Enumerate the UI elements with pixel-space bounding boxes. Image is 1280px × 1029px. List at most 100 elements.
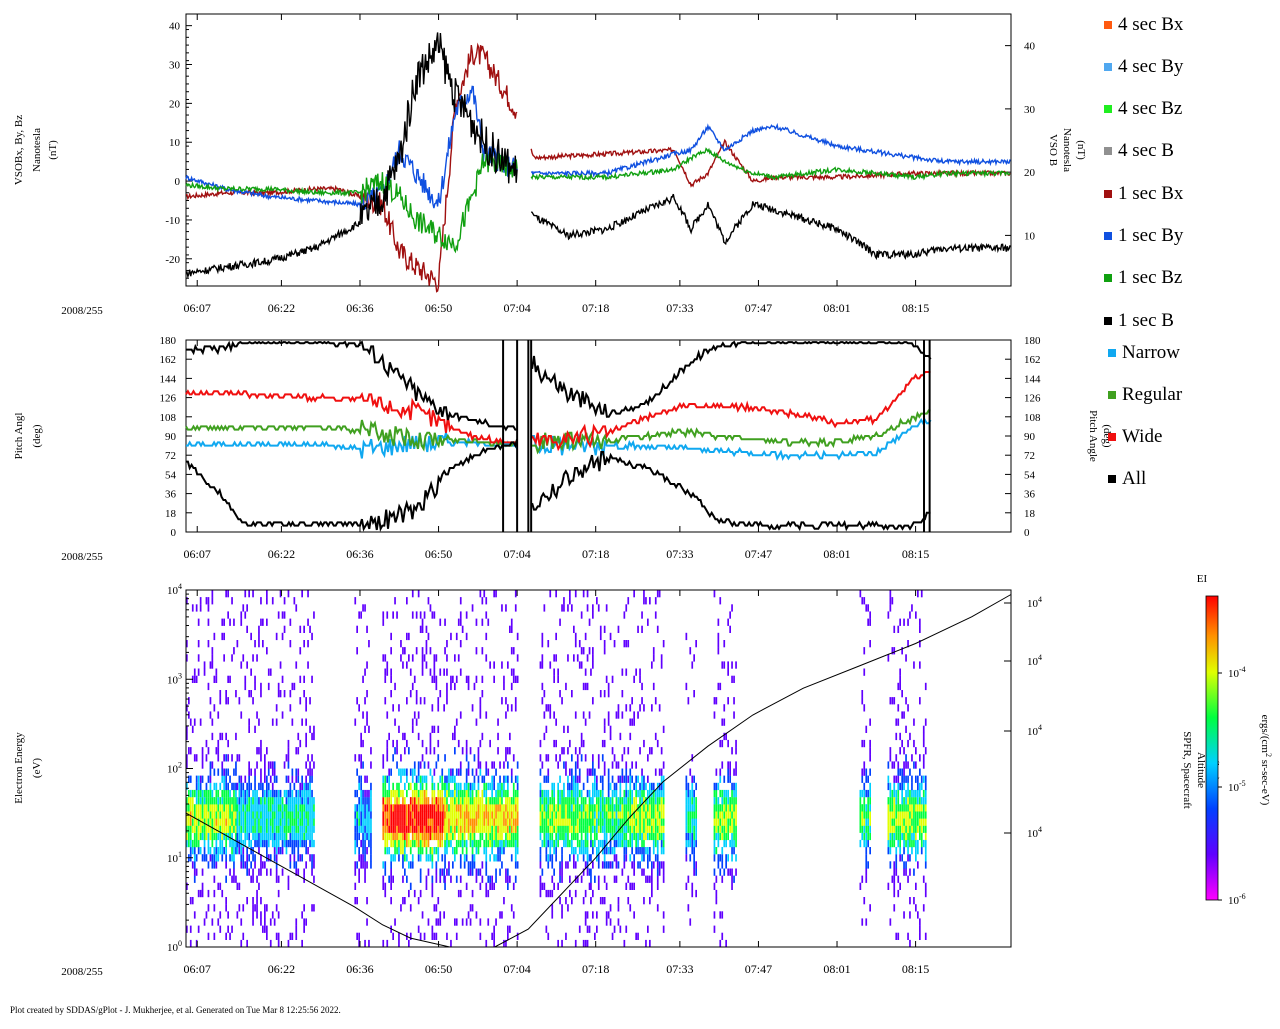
heatmap-cell	[213, 704, 216, 712]
heatmap-cell	[590, 768, 592, 776]
heatmap-cell	[223, 775, 225, 783]
heatmap-cell	[452, 768, 454, 776]
heatmap-cell	[283, 818, 286, 826]
heatmap-cell	[271, 818, 274, 826]
pitch-series-regular	[185, 419, 518, 452]
heatmap-cell	[285, 804, 288, 812]
heatmap-cell	[225, 875, 227, 883]
heatmap-cell	[289, 825, 292, 833]
heatmap-cell	[567, 654, 569, 662]
heatmap-cell	[431, 818, 434, 826]
heatmap-cell	[563, 725, 565, 733]
heatmap-cell	[580, 754, 583, 762]
heatmap-cell	[450, 775, 452, 783]
heatmap-cell	[687, 832, 690, 841]
heatmap-cell	[197, 640, 200, 648]
heatmap-cell	[455, 918, 458, 926]
heatmap-cell	[219, 911, 222, 919]
heatmap-cell	[258, 782, 260, 791]
heatmap-cell	[207, 932, 210, 940]
heatmap-cell	[603, 718, 606, 726]
heatmap-cell	[913, 797, 915, 805]
y-tick-label-right: 104	[1027, 825, 1042, 840]
heatmap-cell	[260, 868, 262, 876]
heatmap-cell	[505, 825, 507, 833]
heatmap-cell	[893, 839, 896, 848]
heatmap-cell	[576, 818, 579, 826]
heatmap-cell	[305, 861, 307, 869]
heatmap-cell	[643, 597, 645, 605]
heatmap-cell	[625, 768, 628, 776]
heatmap-cell	[715, 804, 718, 812]
heatmap-cell	[729, 768, 731, 776]
heatmap-cell	[246, 832, 248, 841]
heatmap-cell	[717, 618, 720, 626]
heatmap-cell	[444, 854, 446, 862]
heatmap-cell	[645, 832, 647, 841]
heatmap-cell	[917, 911, 919, 919]
heatmap-cell	[188, 825, 190, 833]
heatmap-cell	[421, 811, 424, 819]
heatmap-cell	[362, 818, 364, 826]
heatmap-cell	[311, 797, 313, 805]
heatmap-cell	[557, 939, 559, 948]
heatmap-cell	[195, 754, 198, 762]
heatmap-cell	[473, 754, 476, 762]
heatmap-cell	[483, 811, 486, 819]
heatmap-cell	[448, 775, 450, 783]
heatmap-cell	[209, 711, 212, 719]
heatmap-cell	[647, 854, 649, 862]
heatmap-cell	[256, 654, 258, 662]
heatmap-cell	[645, 939, 647, 948]
heatmap-cell	[563, 604, 565, 612]
heatmap-cell	[291, 932, 294, 940]
heatmap-cell	[897, 761, 900, 769]
heatmap-cell	[293, 847, 296, 855]
heatmap-cell	[920, 839, 923, 848]
heatmap-cell	[497, 847, 499, 855]
heatmap-cell	[439, 868, 442, 876]
heatmap-cell	[307, 640, 309, 648]
heatmap-cell	[271, 825, 274, 833]
heatmap-cell	[388, 797, 390, 805]
heatmap-cell	[217, 789, 220, 798]
heatmap-cell	[409, 818, 412, 826]
heatmap-cell	[649, 811, 651, 819]
heatmap-cell	[509, 797, 511, 805]
heatmap-cell	[225, 897, 227, 905]
heatmap-cell	[586, 682, 589, 691]
heatmap-cell	[463, 839, 466, 848]
y-axis-label: (deg)	[31, 424, 43, 448]
heatmap-cell	[909, 839, 911, 848]
heatmap-cell	[713, 782, 716, 791]
heatmap-cell	[859, 818, 862, 826]
heatmap-cell	[439, 839, 442, 848]
heatmap-cell	[221, 832, 224, 841]
heatmap-cell	[303, 904, 305, 912]
heatmap-cell	[423, 932, 426, 940]
heatmap-cell	[909, 811, 911, 819]
heatmap-cell	[507, 818, 509, 826]
heatmap-cell	[479, 739, 482, 748]
heatmap-cell	[362, 847, 364, 855]
heatmap-cell	[553, 804, 555, 812]
heatmap-cell	[429, 747, 432, 755]
heatmap-cell	[413, 804, 416, 812]
heatmap-cell	[915, 854, 917, 862]
heatmap-cell	[685, 775, 688, 783]
heatmap-cell	[287, 590, 290, 598]
heatmap-cell	[899, 804, 901, 812]
heatmap-cell	[553, 797, 555, 805]
heatmap-cell	[647, 818, 649, 826]
heatmap-cell	[909, 897, 911, 905]
heatmap-cell	[633, 797, 635, 805]
heatmap-cell	[235, 768, 237, 776]
heatmap-cell	[267, 768, 270, 776]
heatmap-cell	[481, 811, 484, 819]
heatmap-cell	[861, 918, 864, 926]
legend-label: 1 sec Bx	[1118, 183, 1184, 204]
heatmap-cell	[652, 682, 655, 691]
heatmap-cell	[441, 797, 444, 805]
y-tick-label-right: 30	[1024, 104, 1036, 116]
heatmap-cell	[443, 818, 445, 826]
